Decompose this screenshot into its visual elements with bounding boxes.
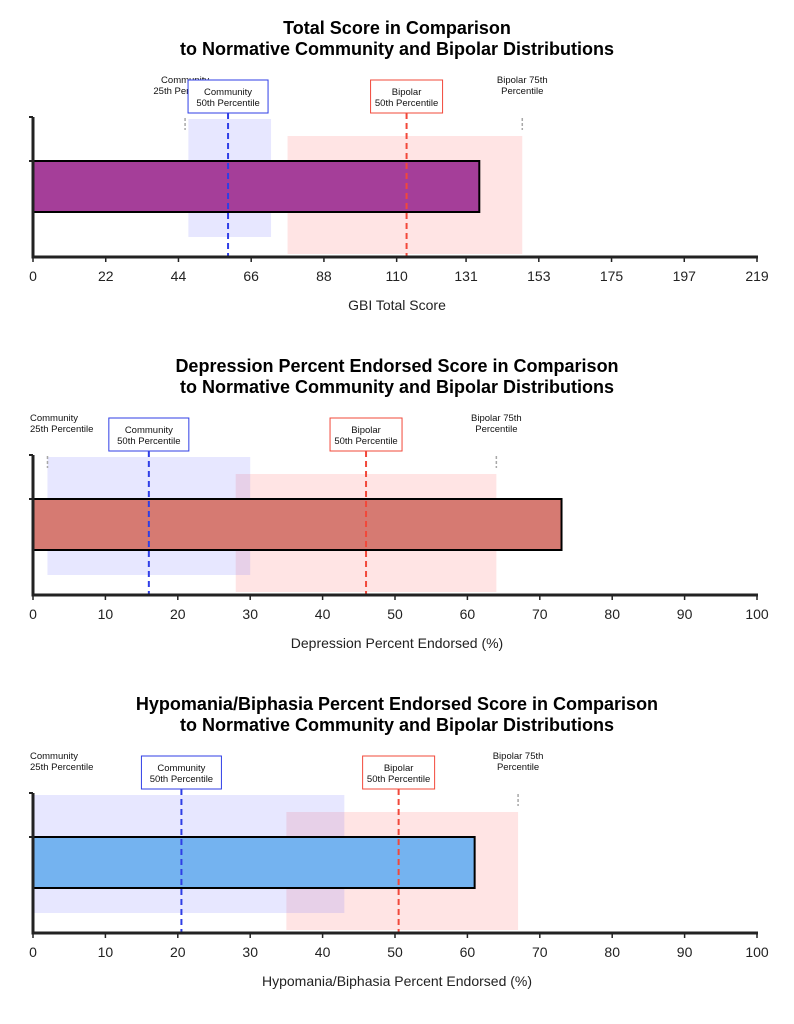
c25-label-line2: 25th Percentile — [30, 762, 93, 773]
x-tick-label: 44 — [171, 268, 187, 284]
chart-title-line2: to Normative Community and Bipolar Distr… — [179, 377, 615, 397]
x-tick-label: 100 — [745, 944, 769, 960]
b50-label-line1: Bipolar — [351, 425, 381, 436]
x-axis-label: Hypomania/Biphasia Percent Endorsed (%) — [262, 973, 532, 989]
b75-label-line1: Bipolar 75th — [471, 413, 522, 424]
chart-title: Depression Percent Endorsed Score in Com… — [0, 356, 794, 398]
x-tick-label: 20 — [170, 606, 186, 622]
score-bar — [32, 498, 563, 551]
x-tick-label: 10 — [98, 944, 114, 960]
x-tick-label: 219 — [745, 268, 769, 284]
x-tick-label: 131 — [454, 268, 478, 284]
x-tick-label: 20 — [170, 944, 186, 960]
chart-title-line1: Hypomania/Biphasia Percent Endorsed Scor… — [135, 694, 659, 714]
c50-label-line1: Community — [125, 425, 173, 436]
x-tick-label: 90 — [677, 944, 693, 960]
x-tick-label: 30 — [242, 944, 258, 960]
c50-label-line1: Community — [204, 87, 252, 98]
x-tick-label: 60 — [460, 606, 476, 622]
b50-label-box — [329, 417, 403, 452]
chart-title-line2: to Normative Community and Bipolar Distr… — [179, 715, 615, 735]
x-tick-label: 100 — [745, 606, 769, 622]
score-bar — [32, 160, 481, 213]
x-tick-label: 60 — [460, 944, 476, 960]
b50-label-line2: 50th Percentile — [375, 98, 438, 109]
c25-label-line1: Community — [30, 413, 78, 424]
c50-label-box — [108, 417, 190, 452]
b75-label-line2: Percentile — [475, 424, 517, 435]
c25-label-line1: Community — [161, 75, 209, 86]
b50-label-line1: Bipolar — [384, 763, 414, 774]
b75-label-line2: Percentile — [501, 86, 543, 97]
chart-title-line2: to Normative Community and Bipolar Distr… — [179, 39, 615, 59]
b50-label-box — [370, 79, 444, 114]
chart-panel-total: Total Score in Comparison to Normative C… — [0, 0, 794, 330]
c25-label-line2: 25th Percentile — [153, 86, 216, 97]
x-tick-label: 80 — [604, 944, 620, 960]
b75-label-line2: Percentile — [497, 762, 539, 773]
x-tick-label: 50 — [387, 606, 403, 622]
c50-label-line2: 50th Percentile — [150, 774, 213, 785]
chart-panel-depression: Depression Percent Endorsed Score in Com… — [0, 338, 794, 668]
c25-label-line1: Community — [30, 751, 78, 762]
chart-title-line1: Depression Percent Endorsed Score in Com… — [175, 356, 619, 376]
chart-panel-hypomania: Hypomania/Biphasia Percent Endorsed Scor… — [0, 676, 794, 1006]
c50-label-line2: 50th Percentile — [117, 436, 180, 447]
x-tick-label: 10 — [98, 606, 114, 622]
x-axis-label: GBI Total Score — [348, 297, 446, 313]
b50-label-box — [362, 755, 436, 790]
c50-label-line2: 50th Percentile — [196, 98, 259, 109]
b50-label-line1: Bipolar — [392, 87, 422, 98]
x-tick-label: 110 — [385, 268, 408, 284]
b75-label-line1: Bipolar 75th — [497, 75, 548, 86]
x-tick-label: 22 — [98, 268, 114, 284]
x-tick-label: 66 — [243, 268, 259, 284]
chart-title: Hypomania/Biphasia Percent Endorsed Scor… — [0, 694, 794, 736]
x-tick-label: 88 — [316, 268, 332, 284]
c50-label-line1: Community — [157, 763, 205, 774]
x-tick-label: 50 — [387, 944, 403, 960]
x-tick-label: 153 — [527, 268, 551, 284]
c25-label-line2: 25th Percentile — [30, 424, 93, 435]
x-axis-label: Depression Percent Endorsed (%) — [291, 635, 503, 651]
x-tick-label: 70 — [532, 606, 548, 622]
x-tick-label: 0 — [29, 606, 37, 622]
score-bar — [32, 836, 476, 889]
x-tick-label: 40 — [315, 944, 331, 960]
c50-label-box — [187, 79, 269, 114]
chart-title-line1: Total Score in Comparison — [283, 18, 511, 38]
x-tick-label: 0 — [29, 944, 37, 960]
x-tick-label: 70 — [532, 944, 548, 960]
chart-title: Total Score in Comparison to Normative C… — [0, 18, 794, 60]
x-tick-label: 30 — [242, 606, 258, 622]
x-tick-label: 80 — [604, 606, 620, 622]
b50-label-line2: 50th Percentile — [334, 436, 397, 447]
x-tick-label: 90 — [677, 606, 693, 622]
b50-label-line2: 50th Percentile — [367, 774, 430, 785]
c50-label-box — [140, 755, 222, 790]
x-tick-label: 0 — [29, 268, 37, 284]
x-tick-label: 197 — [673, 268, 697, 284]
x-tick-label: 40 — [315, 606, 331, 622]
b75-label-line1: Bipolar 75th — [493, 751, 544, 762]
x-tick-label: 175 — [600, 268, 624, 284]
